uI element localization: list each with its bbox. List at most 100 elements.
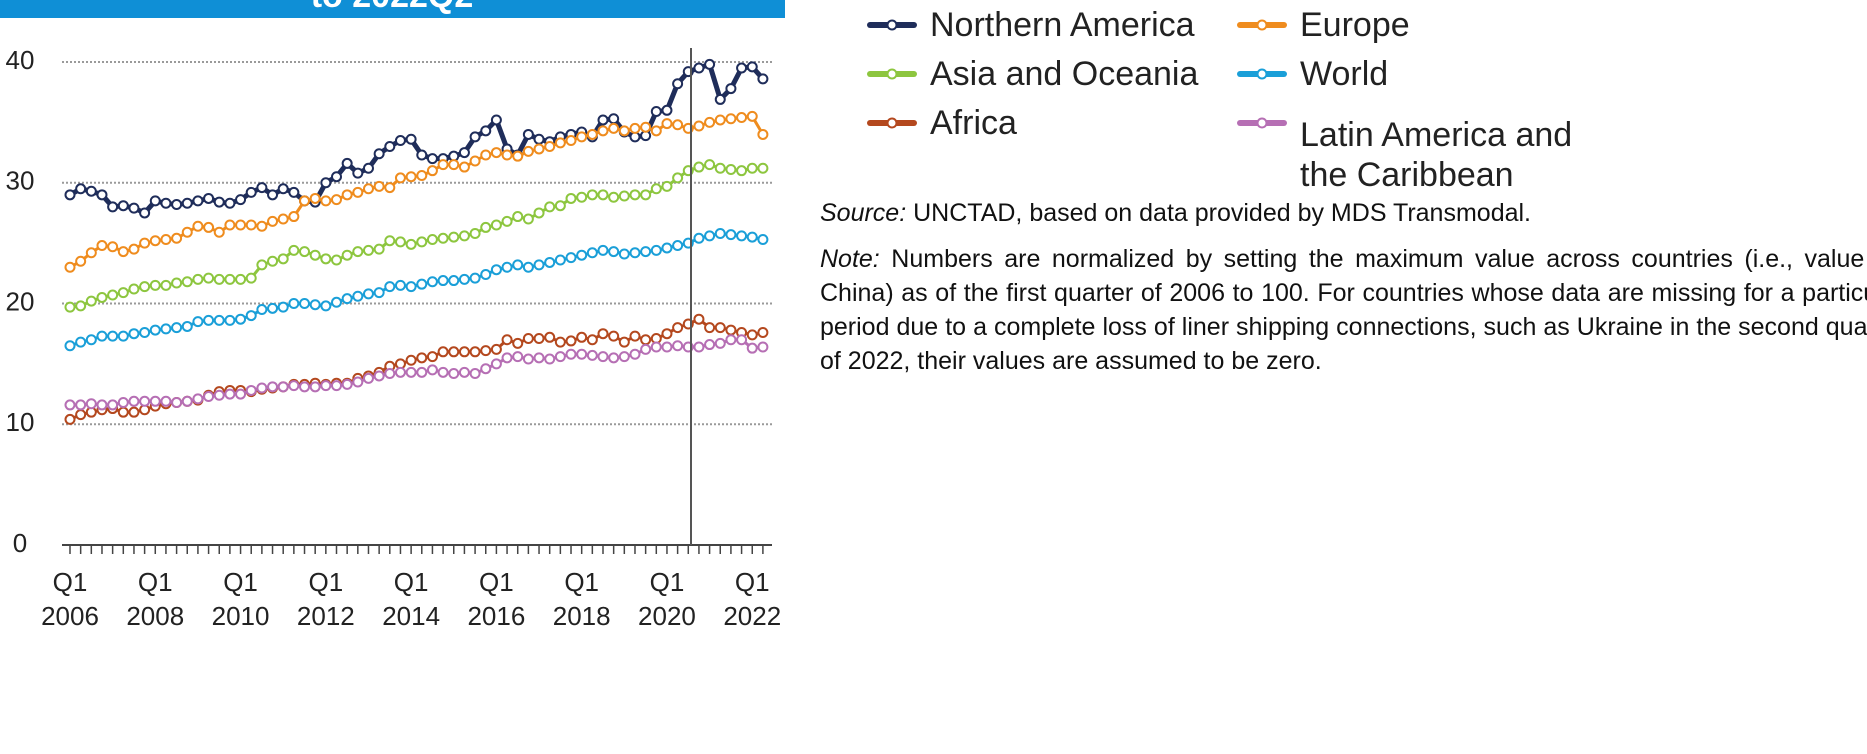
data-point — [384, 235, 396, 247]
data-point — [139, 207, 151, 219]
data-point — [192, 220, 204, 232]
data-point — [650, 125, 662, 137]
data-point — [235, 194, 247, 206]
data-point — [533, 352, 545, 364]
data-point — [640, 189, 652, 201]
data-point — [533, 333, 545, 345]
data-point — [171, 198, 183, 210]
data-point — [160, 197, 172, 209]
data-point — [618, 351, 630, 363]
data-point — [458, 230, 470, 242]
data-point — [309, 192, 321, 204]
data-point — [661, 341, 673, 353]
data-point — [171, 232, 183, 244]
data-point — [107, 241, 119, 253]
data-point — [565, 335, 577, 347]
data-point — [725, 229, 737, 241]
data-point — [608, 330, 620, 342]
data-point — [565, 252, 577, 264]
data-point — [714, 114, 726, 126]
data-point — [416, 352, 428, 364]
data-point — [331, 254, 342, 266]
data-point — [96, 330, 108, 342]
data-point — [693, 341, 705, 353]
data-point — [362, 162, 374, 174]
data-point — [203, 272, 215, 284]
data-point — [714, 93, 726, 105]
data-point — [544, 353, 556, 365]
data-point — [490, 147, 502, 159]
notes: Source: UNCTAD, based on data provided b… — [820, 196, 1867, 390]
data-point — [586, 334, 598, 346]
data-point — [501, 334, 513, 346]
data-point — [416, 170, 428, 182]
data-point — [192, 195, 204, 207]
data-point — [245, 272, 257, 284]
data-point — [224, 314, 236, 326]
data-point — [192, 316, 204, 328]
data-point — [320, 195, 332, 207]
data-point — [149, 395, 161, 407]
data-point — [672, 322, 684, 334]
data-point — [288, 380, 300, 392]
data-point — [139, 281, 151, 293]
data-point — [746, 61, 758, 73]
data-point — [725, 334, 737, 346]
data-point — [394, 236, 406, 248]
data-point — [171, 397, 183, 409]
data-point — [693, 161, 705, 173]
data-point — [224, 197, 236, 209]
data-point — [672, 340, 684, 352]
data-point — [501, 352, 513, 364]
data-point — [757, 128, 769, 140]
data-point — [277, 213, 289, 225]
data-point — [341, 249, 353, 261]
data-point — [309, 381, 321, 393]
data-point — [64, 413, 76, 425]
data-point — [469, 227, 481, 239]
data-point — [704, 230, 716, 242]
data-point — [245, 384, 257, 396]
data-point — [490, 219, 502, 231]
data-point — [149, 324, 161, 336]
data-point — [618, 248, 630, 260]
data-point — [75, 409, 87, 421]
data-point — [384, 141, 396, 153]
data-point — [362, 244, 374, 256]
data-point — [757, 234, 769, 246]
data-point — [245, 186, 257, 198]
data-point — [181, 276, 193, 288]
y-tick-label: 40 — [6, 45, 35, 75]
data-point — [469, 131, 481, 143]
data-point — [672, 119, 684, 131]
data-point — [736, 62, 748, 74]
data-point — [85, 334, 97, 346]
data-point — [554, 351, 566, 363]
x-tick-label: Q1 2012 — [296, 567, 355, 631]
data-point — [672, 78, 684, 90]
data-point — [203, 390, 215, 402]
data-point — [458, 147, 470, 159]
data-point — [512, 259, 524, 271]
data-point — [640, 246, 652, 258]
data-point — [640, 121, 652, 133]
data-point — [96, 291, 108, 303]
data-point — [618, 125, 630, 137]
data-point — [448, 368, 460, 380]
data-point — [416, 278, 428, 290]
y-tick-label: 0 — [13, 528, 27, 558]
data-point — [288, 186, 300, 198]
y-tick-label: 30 — [6, 166, 35, 196]
data-point — [341, 157, 353, 169]
data-point — [725, 113, 737, 125]
data-point — [533, 207, 545, 219]
data-point — [267, 302, 279, 314]
data-point — [245, 310, 257, 322]
legend-label: Northern America — [930, 6, 1195, 44]
data-point — [117, 397, 129, 409]
data-point — [416, 366, 428, 378]
data-point — [725, 163, 737, 175]
data-point — [309, 249, 321, 261]
